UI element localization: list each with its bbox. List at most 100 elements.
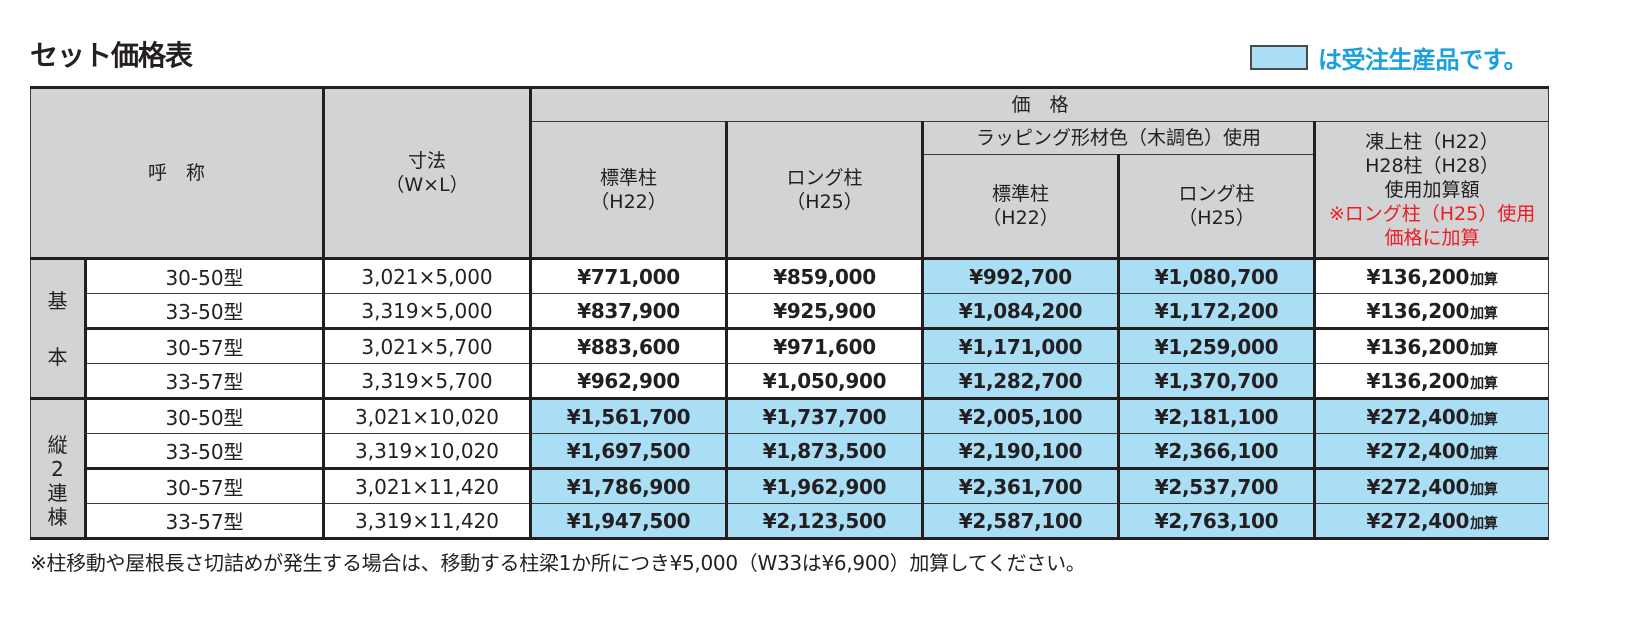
price-addon: ¥272,400加算 [1313,467,1550,504]
group-basic-char2: 本 [47,344,68,369]
header-long-post-label: ロング柱 [786,166,863,189]
header-wrap-long-height: （H25） [1178,207,1255,229]
price-long: ¥971,600 [725,327,924,364]
addon-amount: ¥136,200 [1366,368,1470,393]
header-wrapping-group: ラッピング形材色（木調色）使用 [921,121,1316,155]
row-size: 3,021×10,020 [322,398,532,434]
row-size: 3,021×5,000 [322,257,532,294]
table-row: 基 本 30-50型 3,021×5,000 ¥771,000 ¥859,000… [30,257,1550,400]
price-wrap-standard: ¥2,005,100 [921,398,1120,434]
table-row: 縦 2 連 棟 30-50型 3,021×10,020 ¥1,561,700 ¥… [30,397,1550,540]
price-addon: ¥272,400加算 [1313,433,1550,469]
header-standard-post-height: （H22） [590,190,667,213]
price-addon: ¥136,200加算 [1313,363,1550,400]
price-addon: ¥272,400加算 [1313,503,1550,540]
row-size: 3,021×11,420 [322,467,532,504]
table-row: 30-57型 3,021×5,700 ¥883,600 ¥971,600 ¥1,… [31,327,1550,364]
legend-text: は受注生産品です。 [1318,46,1528,74]
row-size: 3,319×5,000 [322,293,532,329]
made-to-order-swatch [1250,45,1308,70]
header-addon-note1: ※ロング柱（H25）使用 [1328,202,1536,225]
row-name: 30-50型 [83,398,325,434]
header-addon-line2: H28柱（H28） [1365,154,1499,177]
price-wrap-long: ¥1,080,700 [1117,257,1316,294]
header-price-group: 価 格 [529,86,1550,122]
price-wrap-long: ¥2,181,100 [1117,398,1316,434]
price-long: ¥1,737,700 [725,398,924,434]
price-addon: ¥136,200加算 [1313,257,1550,294]
group-vertical-double-label: 縦 2 連 棟 [47,432,68,529]
row-name: 33-57型 [83,363,325,400]
price-addon: ¥136,200加算 [1313,293,1550,329]
price-wrap-standard: ¥1,282,700 [921,363,1120,400]
set-price-table: 呼 称 寸法 （W×L） 価 格 標準柱 （H22） ロング柱 （H25） ラッ… [29,86,1550,540]
footnote: ※柱移動や屋根長さ切詰めが発生する場合は、移動する柱梁1か所につき¥5,000（… [30,551,1086,575]
table-row: 30-57型 3,021×11,420 ¥1,786,900 ¥1,962,90… [31,467,1550,504]
header-addon-note2: 価格に加算 [1384,226,1480,249]
price-wrap-standard: ¥2,190,100 [921,433,1120,469]
addon-amount: ¥272,400 [1366,508,1470,533]
price-standard: ¥1,561,700 [529,398,728,434]
header-long-post-height: （H25） [786,190,863,213]
price-wrap-long: ¥1,370,700 [1117,363,1316,400]
price-wrap-long: ¥1,259,000 [1117,327,1316,364]
group-vertical-double: 縦 2 連 棟 [30,397,86,540]
row-name: 33-57型 [83,503,325,540]
addon-suffix: 加算 [1470,375,1498,392]
header-addon-line1: 凍上柱（H22） [1365,130,1499,153]
price-wrap-standard: ¥2,361,700 [921,467,1120,504]
addon-suffix: 加算 [1470,411,1498,428]
price-wrap-long: ¥2,763,100 [1117,503,1316,540]
row-size: 3,319×5,700 [322,363,532,400]
price-wrap-long: ¥1,172,200 [1117,293,1316,329]
addon-amount: ¥136,200 [1366,264,1470,289]
row-name: 33-50型 [83,433,325,469]
price-standard: ¥771,000 [529,257,728,294]
price-wrap-standard: ¥1,084,200 [921,293,1120,329]
price-long: ¥1,873,500 [725,433,924,469]
table-row: 33-57型 3,319×11,420 ¥1,947,500 ¥2,123,50… [31,503,1550,540]
header-name: 呼 称 [29,86,325,259]
addon-suffix: 加算 [1470,445,1498,462]
page-title: セット価格表 [30,39,193,72]
header-size-unit: （W×L） [385,174,469,196]
header-wrap-standard-height: （H22） [982,207,1059,229]
row-name: 30-57型 [83,467,325,504]
price-standard: ¥1,697,500 [529,433,728,469]
header-size-label: 寸法 [408,150,447,172]
price-long: ¥1,962,900 [725,467,924,504]
addon-amount: ¥272,400 [1366,438,1470,463]
row-size: 3,319×11,420 [322,503,532,540]
addon-suffix: 加算 [1470,271,1498,288]
header-standard-post-label: 標準柱 [600,166,658,189]
price-wrap-long: ¥2,537,700 [1117,467,1316,504]
price-wrap-long: ¥2,366,100 [1117,433,1316,469]
made-to-order-legend: は受注生産品です。 [1250,40,1528,75]
header-wrap-standard-label: 標準柱 [992,183,1050,205]
price-addon: ¥136,200加算 [1313,327,1550,364]
price-standard: ¥1,947,500 [529,503,728,540]
price-standard: ¥962,900 [529,363,728,400]
price-standard: ¥837,900 [529,293,728,329]
addon-amount: ¥136,200 [1366,334,1470,359]
group-basic: 基 本 [30,257,86,400]
header-wrap-long-label: ロング柱 [1178,183,1255,205]
addon-suffix: 加算 [1470,341,1498,358]
price-standard: ¥1,786,900 [529,467,728,504]
price-addon: ¥272,400加算 [1313,398,1550,434]
price-wrap-standard: ¥1,171,000 [921,327,1120,364]
price-long: ¥925,900 [725,293,924,329]
price-wrap-standard: ¥2,587,100 [921,503,1120,540]
price-long: ¥2,123,500 [725,503,924,540]
header-standard-post: 標準柱 （H22） [529,121,728,259]
addon-amount: ¥272,400 [1366,404,1470,429]
header-addon-line3: 使用加算額 [1384,178,1480,201]
addon-amount: ¥272,400 [1366,474,1470,499]
row-name: 30-50型 [83,257,325,294]
table-row: 33-50型 3,319×10,020 ¥1,697,500 ¥1,873,50… [31,433,1550,469]
table-row: 33-50型 3,319×5,000 ¥837,900 ¥925,900 ¥1,… [31,293,1550,329]
table-row: 33-57型 3,319×5,700 ¥962,900 ¥1,050,900 ¥… [31,363,1550,400]
addon-amount: ¥136,200 [1366,298,1470,323]
group-basic-char1: 基 [47,288,68,313]
price-standard: ¥883,600 [529,327,728,364]
